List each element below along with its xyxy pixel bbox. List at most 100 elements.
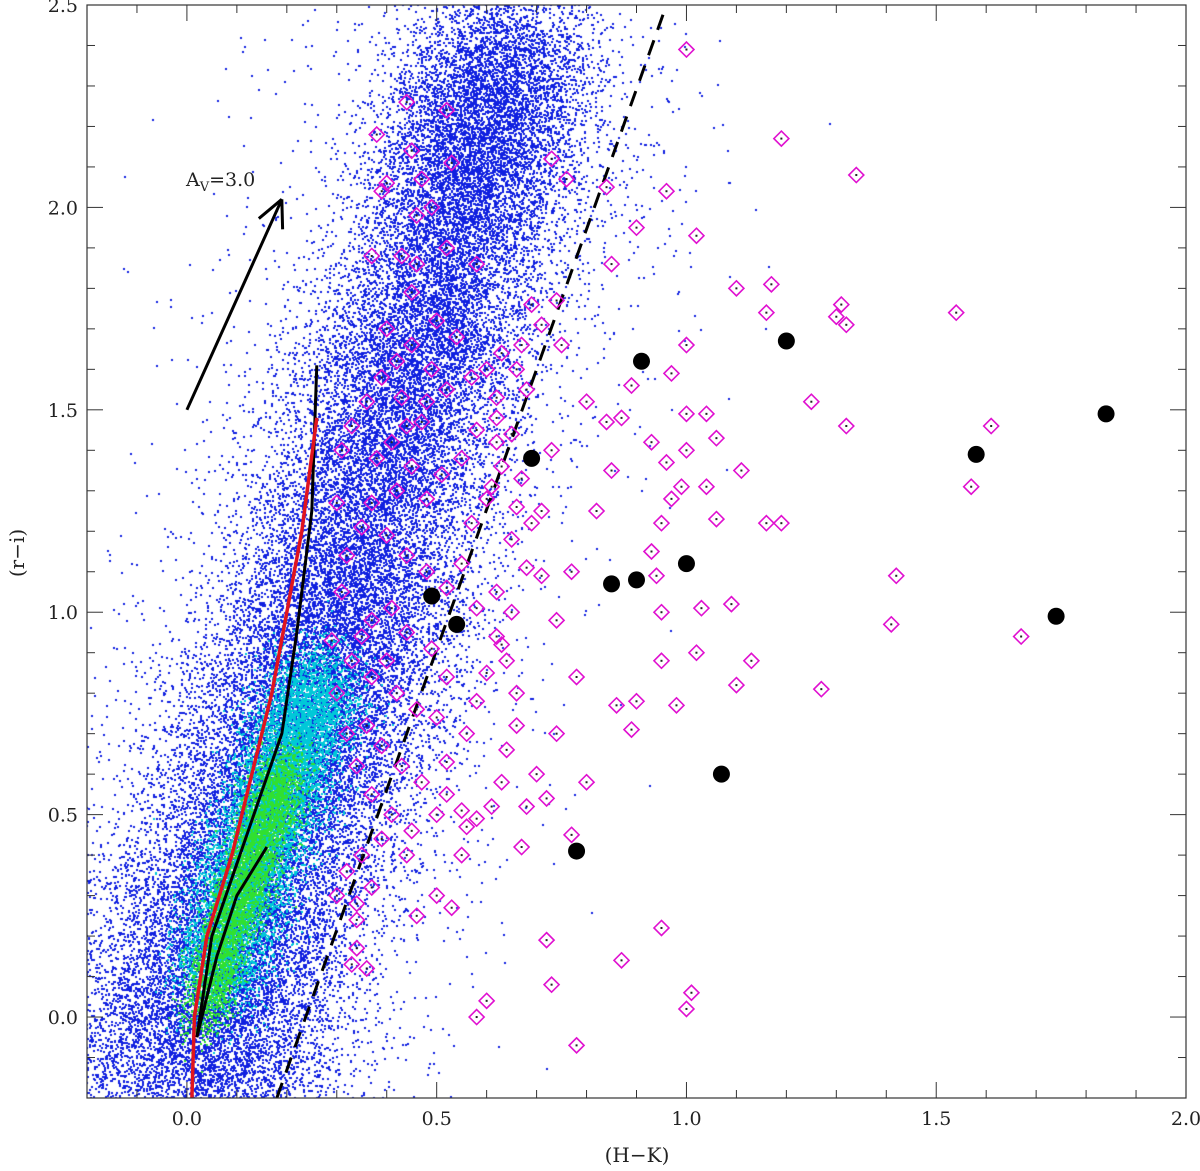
diamond-center-dot bbox=[970, 485, 973, 488]
diamond-marker bbox=[393, 389, 411, 407]
diamond-outline bbox=[458, 725, 476, 743]
diamond-center-dot bbox=[385, 182, 388, 185]
diamond-outline bbox=[832, 295, 850, 314]
diamond-outline bbox=[507, 684, 526, 702]
diamond-outline bbox=[677, 441, 696, 459]
diamond-outline bbox=[847, 166, 865, 184]
diamond-outline bbox=[697, 478, 716, 496]
diamond-marker bbox=[772, 514, 790, 532]
diamond-center-dot bbox=[695, 651, 698, 654]
diamond-marker bbox=[338, 862, 356, 880]
diamond-center-dot bbox=[650, 441, 653, 444]
diamond-center-dot bbox=[430, 368, 433, 371]
diamond-marker bbox=[687, 227, 706, 245]
diamond-center-dot bbox=[495, 416, 498, 419]
diamond-marker bbox=[468, 1008, 486, 1026]
diamond-outline bbox=[962, 478, 980, 496]
diamond-outline bbox=[507, 498, 526, 516]
density-cloud bbox=[87, 5, 1186, 1098]
diamond-outline bbox=[468, 810, 486, 828]
diamond-outline bbox=[762, 275, 781, 293]
diamond-marker bbox=[492, 457, 511, 476]
diamond-outline bbox=[487, 627, 506, 646]
diamond-outline bbox=[468, 421, 486, 439]
diamond-outline bbox=[772, 129, 790, 148]
black-track-long bbox=[195, 365, 319, 1038]
diamond-outline bbox=[567, 668, 586, 686]
diamond-marker bbox=[478, 664, 496, 682]
diamond-center-dot bbox=[510, 433, 513, 436]
diamond-marker bbox=[338, 546, 356, 565]
diamond-marker bbox=[757, 304, 776, 322]
diamond-marker bbox=[962, 478, 980, 496]
diamond-outline bbox=[507, 360, 526, 378]
diamond-center-dot bbox=[475, 607, 478, 610]
diamond-outline bbox=[732, 461, 751, 480]
diamond-marker bbox=[652, 919, 671, 937]
diamond-marker bbox=[547, 291, 566, 310]
diamond-marker bbox=[607, 696, 626, 714]
filled-circle-marker bbox=[1047, 607, 1065, 625]
diamond-marker bbox=[562, 826, 581, 844]
diamond-outline bbox=[423, 360, 441, 378]
diamond-outline bbox=[393, 389, 411, 407]
diamond-center-dot bbox=[415, 214, 418, 217]
diamond-outline bbox=[662, 490, 681, 508]
diamond-outline bbox=[408, 206, 426, 225]
diamond-outline bbox=[522, 295, 541, 314]
diamond-outline bbox=[403, 142, 421, 160]
diamond-center-dot bbox=[840, 303, 843, 306]
diamond-outline bbox=[468, 599, 486, 617]
diamond-outline bbox=[552, 336, 571, 354]
diamond-marker bbox=[418, 490, 436, 508]
diamond-marker bbox=[333, 441, 351, 459]
diamond-center-dot bbox=[485, 999, 488, 1002]
diamond-marker bbox=[512, 838, 531, 856]
diamond-outline bbox=[478, 360, 496, 378]
diamond-center-dot bbox=[430, 647, 433, 650]
diamond-outline bbox=[338, 862, 356, 880]
diamond-center-dot bbox=[550, 983, 553, 986]
diamond-outline bbox=[722, 595, 741, 613]
diamond-center-dot bbox=[770, 283, 773, 286]
diamond-center-dot bbox=[500, 643, 503, 646]
diamond-center-dot bbox=[435, 894, 438, 897]
diamond-center-dot bbox=[355, 902, 358, 905]
diamond-outline bbox=[837, 417, 855, 435]
diamond-center-dot bbox=[700, 607, 703, 610]
diamond-marker bbox=[438, 785, 456, 804]
diamond-center-dot bbox=[665, 190, 668, 193]
y-tick-label: 1.5 bbox=[48, 400, 78, 422]
diamond-center-dot bbox=[445, 109, 448, 112]
diamond-outline bbox=[507, 716, 526, 735]
diamond-marker bbox=[388, 352, 406, 370]
diamond-marker bbox=[707, 429, 726, 447]
diamond-outline bbox=[602, 255, 621, 273]
diamond-center-dot bbox=[655, 574, 658, 577]
diamond-outline bbox=[363, 247, 381, 265]
diamond-marker bbox=[478, 360, 496, 378]
diamond-marker bbox=[363, 668, 381, 686]
diamond-center-dot bbox=[855, 174, 858, 177]
diamond-center-dot bbox=[845, 323, 848, 326]
diamond-marker bbox=[358, 393, 376, 411]
diamond-outline bbox=[373, 830, 391, 848]
diamond-outline bbox=[483, 797, 501, 816]
diamond-outline bbox=[348, 757, 366, 775]
diamond-marker bbox=[837, 417, 855, 435]
diamond-marker bbox=[418, 393, 436, 411]
diamond-center-dot bbox=[820, 688, 823, 691]
diamond-outline bbox=[373, 368, 391, 387]
diamond-outline bbox=[502, 530, 521, 548]
diamond-center-dot bbox=[520, 344, 523, 347]
diamond-marker bbox=[403, 336, 421, 354]
diamond-center-dot bbox=[355, 947, 358, 950]
diamond-marker bbox=[887, 567, 905, 585]
diamond-outline bbox=[413, 170, 431, 188]
diamond-center-dot bbox=[740, 469, 743, 472]
diamond-outline bbox=[577, 393, 596, 411]
diamond-marker bbox=[393, 757, 411, 775]
x-tick-label: 0.0 bbox=[172, 1108, 202, 1130]
diamond-marker bbox=[438, 239, 456, 257]
diamond-center-dot bbox=[610, 469, 613, 472]
